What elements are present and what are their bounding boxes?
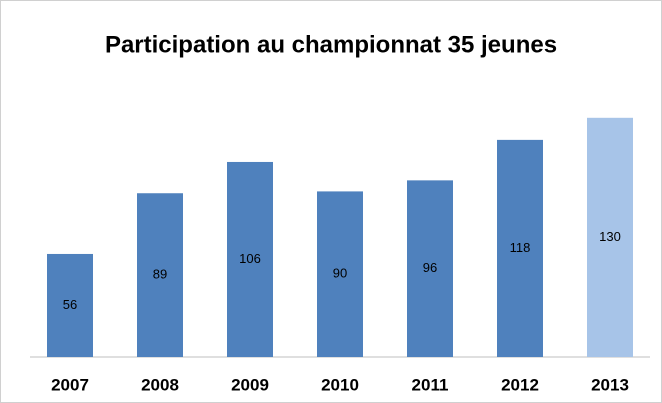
value-label: 130 — [599, 229, 621, 244]
bar — [587, 117, 633, 357]
x-tick-label: 2012 — [501, 375, 539, 394]
value-label: 96 — [423, 260, 437, 275]
value-label: 118 — [510, 240, 531, 255]
x-tick-label: 2008 — [141, 375, 179, 394]
bar — [47, 253, 93, 357]
bar — [227, 161, 273, 357]
bar — [317, 191, 363, 357]
x-tick-label: 2011 — [412, 375, 449, 394]
value-label: 89 — [153, 267, 167, 282]
chart-title: Participation au championnat 35 jeunes — [105, 31, 557, 58]
bar — [137, 193, 183, 357]
x-tick-label: 2013 — [591, 375, 629, 394]
value-label: 106 — [239, 251, 261, 266]
bar — [497, 139, 543, 357]
bar — [407, 180, 453, 357]
x-tick-label: 2007 — [51, 375, 89, 394]
x-tick-label: 2010 — [321, 375, 359, 394]
value-label: 90 — [333, 266, 347, 281]
value-label: 56 — [63, 297, 77, 312]
x-tick-label: 2009 — [231, 375, 269, 394]
